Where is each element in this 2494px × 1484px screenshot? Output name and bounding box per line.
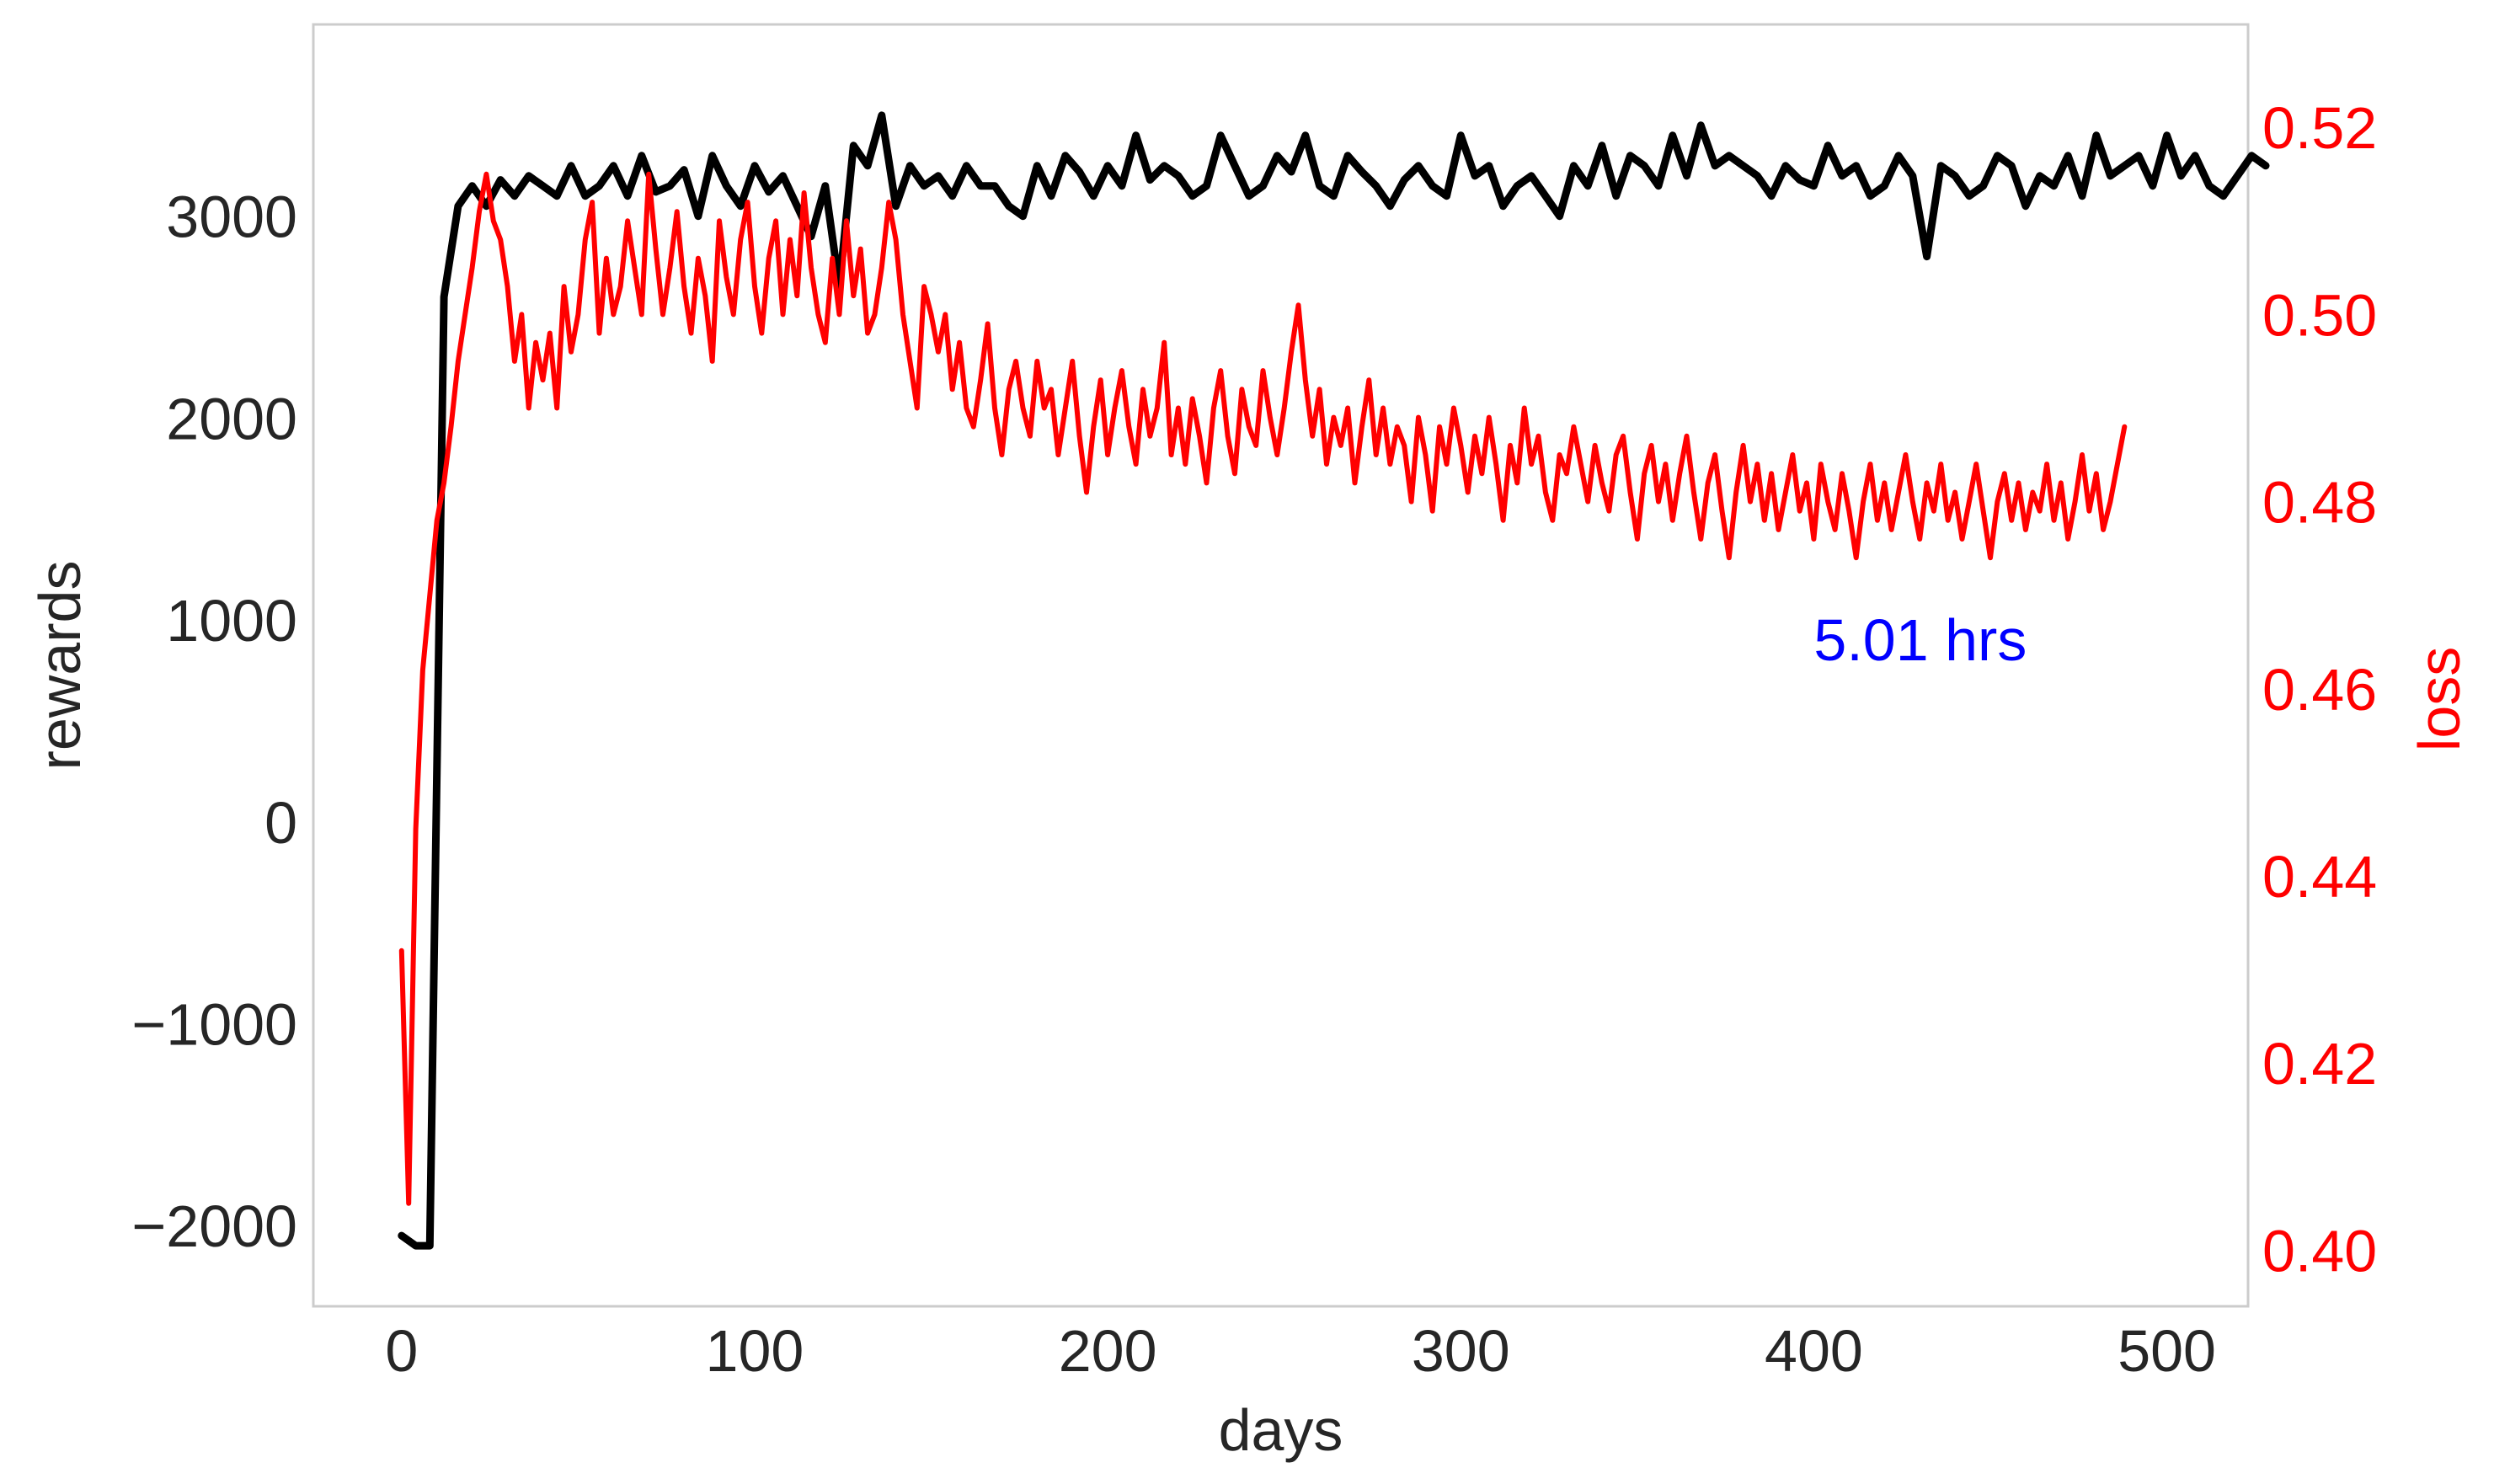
y-tick-left-label: 0: [264, 790, 297, 856]
annotation-text: 5.01 hrs: [1813, 607, 2027, 673]
x-tick-label: 0: [385, 1318, 418, 1384]
x-axis-label: days: [1219, 1397, 1343, 1463]
x-tick-label: 100: [706, 1318, 804, 1384]
y-axis-left-ticks: −2000 −1000 0 1000 2000 3000: [131, 184, 297, 1259]
y-tick-right-label: 0.44: [2262, 844, 2377, 910]
y-axis-right-ticks: 0.40 0.42 0.44 0.46 0.48 0.50 0.52: [2262, 95, 2377, 1284]
x-axis-ticks: 0 100 200 300 400 500: [385, 1318, 2216, 1384]
loss-series-line: [398, 171, 2128, 1206]
x-tick-label: 400: [1765, 1318, 1863, 1384]
y-tick-left-label: 3000: [166, 184, 297, 250]
x-tick-label: 500: [2117, 1318, 2216, 1384]
rewards-series-line: [398, 111, 2270, 1250]
series-layer: [398, 111, 2270, 1250]
y-tick-right-label: 0.40: [2262, 1218, 2377, 1284]
y-tick-left-label: 1000: [166, 588, 297, 654]
y-tick-right-label: 0.50: [2262, 282, 2377, 348]
x-tick-label: 200: [1059, 1318, 1157, 1384]
y-tick-right-label: 0.46: [2262, 657, 2377, 723]
y-axis-label-left: rewards: [27, 561, 93, 771]
y-tick-right-label: 0.42: [2262, 1031, 2377, 1097]
y-tick-right-label: 0.52: [2262, 95, 2377, 161]
y-tick-left-label: 2000: [166, 386, 297, 451]
y-axis-label-right: loss: [2406, 647, 2472, 751]
y-tick-left-label: −2000: [131, 1193, 297, 1259]
y-tick-left-label: −1000: [131, 991, 297, 1057]
x-tick-label: 300: [1412, 1318, 1510, 1384]
y-tick-right-label: 0.48: [2262, 470, 2377, 536]
